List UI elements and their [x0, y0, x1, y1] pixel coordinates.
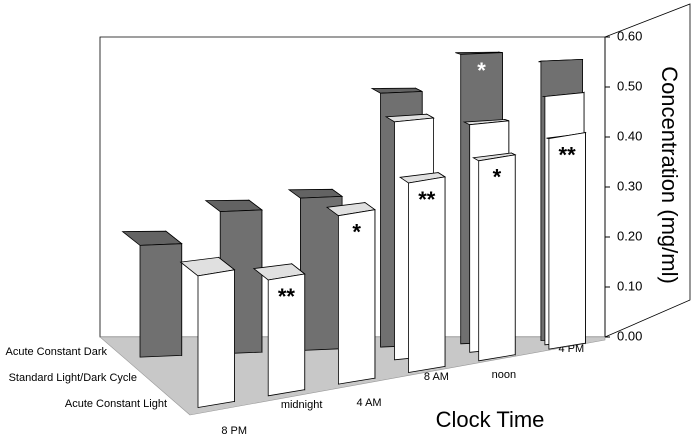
annotation: **	[278, 284, 296, 309]
x-tick-label: 4 AM	[357, 397, 382, 409]
y-tick-label: 0.40	[617, 128, 642, 143]
x-tick-label: 8 AM	[424, 371, 449, 383]
bar-front	[139, 243, 183, 358]
bar-front	[408, 176, 446, 373]
bar-front	[478, 154, 516, 362]
bar	[472, 152, 517, 362]
depth-label: Standard Light/Dark Cycle	[9, 372, 137, 384]
depth-label: Acute Constant Dark	[6, 346, 108, 358]
bar	[121, 230, 183, 358]
annotation: **	[559, 142, 577, 167]
bar-front	[299, 195, 343, 351]
bar-front	[548, 132, 586, 350]
bar	[546, 131, 587, 350]
y-tick-label: 0.20	[617, 228, 642, 243]
y-tick-label: 0.00	[617, 328, 642, 343]
x-tick-label: 8 PM	[221, 425, 247, 436]
annotation: *	[477, 58, 486, 83]
bar	[179, 256, 236, 408]
depth-label: Acute Constant Light	[65, 398, 167, 410]
y-tick-label: 0.30	[617, 178, 642, 193]
bar	[325, 201, 376, 385]
x-axis-title: Clock Time	[436, 407, 545, 432]
y-tick-label: 0.50	[617, 78, 642, 93]
bar-front	[267, 273, 306, 397]
bar	[398, 171, 447, 373]
annotation: **	[418, 187, 436, 212]
bar-front	[197, 269, 235, 408]
y-axis-title: Concentration (mg/ml)	[657, 66, 682, 284]
bar	[252, 262, 306, 397]
x-tick-label: midnight	[281, 399, 323, 411]
y-tick-label: 0.10	[617, 278, 642, 293]
x-tick-label: noon	[492, 369, 516, 381]
annotation: *	[493, 165, 502, 190]
y-tick-label: 0.60	[617, 28, 642, 43]
annotation: *	[352, 220, 361, 245]
bar-front	[337, 209, 376, 385]
